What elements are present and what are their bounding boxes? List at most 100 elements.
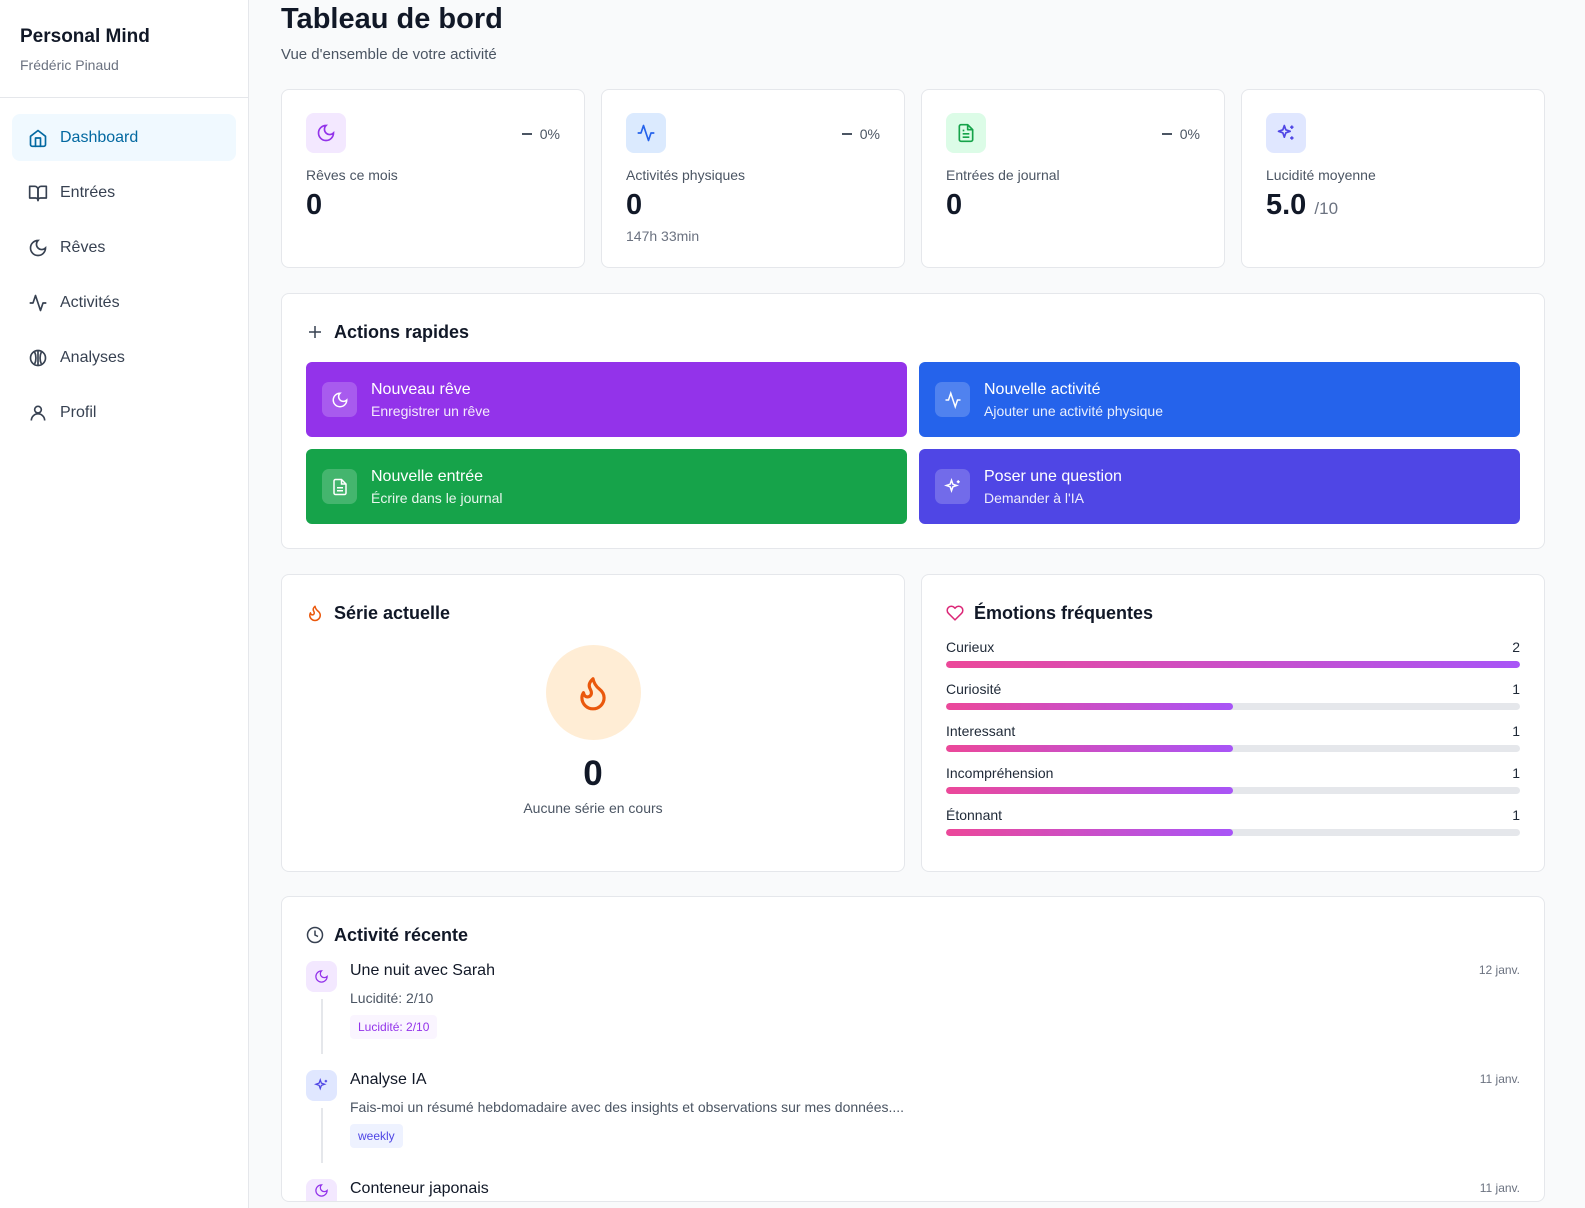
nav-item-analyses[interactable]: Analyses [12, 334, 236, 381]
user-icon [30, 405, 46, 421]
trend: 0% [1161, 126, 1200, 142]
trend-value: 0% [859, 126, 880, 142]
stat-card-journal: 0% Entrées de journal 0 [921, 89, 1225, 268]
minus-icon [1161, 133, 1172, 135]
user-name: Frédéric Pinaud [20, 57, 119, 73]
item-date: 11 janv. [1479, 1181, 1520, 1195]
quick-actions: Actions rapides Nouveau rêve Enregistrer … [281, 293, 1545, 549]
file-text-icon [946, 113, 986, 153]
action-title: Nouveau rêve [371, 380, 471, 398]
stat-label: Entrées de journal [946, 167, 1060, 183]
nav-label: Analyses [60, 348, 125, 366]
sparkles-icon [306, 1070, 337, 1101]
flame-icon [309, 605, 321, 622]
trend: 0% [841, 126, 880, 142]
streak-value: 0 [583, 754, 603, 793]
sparkles-icon [1266, 113, 1306, 153]
stat-value: 0 [626, 189, 643, 221]
item-title: Conteneur japonais [350, 1180, 489, 1197]
emotion-count: 2 [1512, 639, 1520, 655]
emotion-bar [946, 703, 1520, 710]
sparkles-icon [935, 469, 970, 504]
stat-card-lucidity: Lucidité moyenne 5.0 /10 [1241, 89, 1545, 268]
ask-question-button[interactable]: Poser une question Demander à l'IA [919, 449, 1520, 524]
emotion-bar-fill [946, 787, 1233, 794]
activity-icon [29, 294, 47, 311]
app-name: Personal Mind [20, 26, 150, 47]
stat-card-activities: 0% Activités physiques 0 147h 33min [601, 89, 905, 268]
flame-icon [545, 645, 641, 740]
stats-row: 0% Rêves ce mois 0 0% Activités physique… [281, 89, 1545, 268]
new-dream-button[interactable]: Nouveau rêve Enregistrer un rêve [306, 362, 907, 437]
nav-item-entrees[interactable]: Entrées [12, 169, 236, 216]
nav-label: Rêves [60, 238, 106, 256]
activity-icon [935, 382, 970, 417]
moon-icon [306, 113, 346, 153]
emotion-bar-fill [946, 745, 1233, 752]
recent-item[interactable]: Conteneur japonais 11 janv. [306, 1179, 1520, 1201]
emotion-bar-fill [946, 661, 1520, 668]
nav-label: Profil [60, 403, 97, 421]
book-icon [28, 185, 48, 201]
lucidity-value: 5.0 [1266, 189, 1307, 221]
trend: 0% [521, 126, 560, 142]
brand: Personal Mind Frédéric Pinaud [0, 0, 248, 98]
nav-label: Activités [60, 293, 120, 311]
nav-item-activites[interactable]: Activités [12, 279, 236, 326]
brain-icon [29, 349, 47, 366]
moon-icon [322, 382, 357, 417]
section-title: Activité récente [334, 924, 469, 945]
item-desc: Fais-moi un résumé hebdomadaire avec des… [350, 1099, 905, 1115]
item-title: Une nuit avec Sarah [350, 962, 495, 979]
recent-activity: Activité récente Une nuit avec Sarah Luc… [281, 896, 1545, 1202]
minus-icon [841, 133, 852, 135]
nav-label: Dashboard [60, 128, 139, 146]
nav-item-reves[interactable]: Rêves [12, 224, 236, 271]
sidebar: Personal Mind Frédéric Pinaud Dashboard … [0, 0, 249, 1208]
stat-value: 0 [306, 189, 323, 221]
main-content: Tableau de bord Vue d'ensemble de votre … [281, 0, 1545, 1202]
streak-text: Aucune série en cours [523, 800, 663, 816]
lucidity-suffix: /10 [1314, 199, 1339, 218]
nav-item-profil[interactable]: Profil [12, 389, 236, 436]
new-activity-button[interactable]: Nouvelle activité Ajouter une activité ph… [919, 362, 1520, 437]
item-tag: weekly [350, 1124, 403, 1148]
moon-icon [29, 239, 47, 256]
heart-icon [946, 605, 964, 621]
emotion-row: Incompréhension 1 [946, 765, 1520, 794]
trend-value: 0% [1179, 126, 1200, 142]
stat-label: Activités physiques [626, 167, 746, 183]
item-tag: Lucidité: 2/10 [350, 1015, 438, 1039]
stat-label: Rêves ce mois [306, 167, 398, 183]
recent-item[interactable]: Une nuit avec Sarah Lucidité: 2/10 Lucid… [306, 961, 1520, 1058]
emotion-name: Curieux [946, 639, 995, 655]
moon-icon [306, 961, 337, 992]
file-text-icon [322, 469, 357, 504]
section-title: Actions rapides [334, 321, 470, 342]
item-date: 11 janv. [1479, 1072, 1520, 1086]
trend-value: 0% [539, 126, 560, 142]
emotion-bar [946, 829, 1520, 836]
clock-icon [306, 926, 324, 944]
recent-item[interactable]: Analyse IA Fais-moi un résumé hebdomadai… [306, 1070, 1520, 1167]
action-sub: Ajouter une activité physique [984, 402, 1163, 419]
nav-item-dashboard[interactable]: Dashboard [12, 114, 236, 161]
emotion-count: 1 [1512, 765, 1520, 781]
stat-card-dreams: 0% Rêves ce mois 0 [281, 89, 585, 268]
emotion-bar-fill [946, 829, 1233, 836]
emotion-name: Incompréhension [946, 765, 1054, 781]
stat-value: 0 [946, 189, 963, 221]
item-title: Analyse IA [350, 1071, 427, 1088]
emotion-count: 1 [1512, 807, 1520, 823]
action-title: Nouvelle entrée [371, 467, 484, 485]
action-sub: Enregistrer un rêve [371, 402, 491, 419]
plus-icon [309, 326, 321, 338]
section-title: Émotions fréquentes [974, 602, 1154, 623]
emotion-bar-fill [946, 703, 1233, 710]
new-entry-button[interactable]: Nouvelle entrée Écrire dans le journal [306, 449, 907, 524]
action-title: Poser une question [984, 467, 1122, 485]
emotion-name: Étonnant [946, 807, 1003, 823]
action-sub: Écrire dans le journal [371, 489, 503, 506]
action-title: Nouvelle activité [984, 380, 1101, 398]
item-date: 12 janv. [1478, 963, 1520, 977]
